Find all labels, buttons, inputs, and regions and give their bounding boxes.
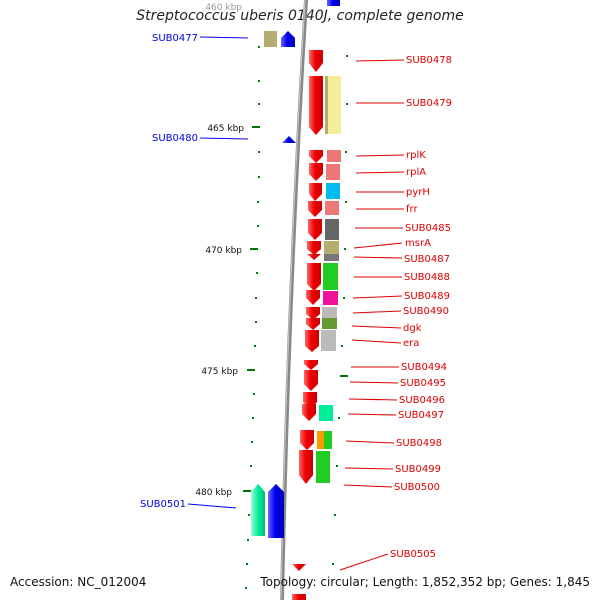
- label-sub0494[interactable]: SUB0494: [401, 362, 447, 373]
- gene-arrow-sub0489[interactable]: [306, 290, 320, 305]
- gene-arrow-rplk[interactable]: [309, 150, 323, 163]
- label-sub0497[interactable]: SUB0497: [398, 410, 444, 421]
- forward-genes: [292, 50, 323, 600]
- label-sub0495[interactable]: SUB0495: [400, 378, 446, 389]
- label-dgk[interactable]: dgk: [403, 323, 422, 334]
- label-sub0498[interactable]: SUB0498: [396, 438, 442, 449]
- gene-arrow-dgk[interactable]: [306, 318, 320, 330]
- label-sub0487[interactable]: SUB0487: [404, 254, 450, 265]
- scale-label-470: 470 kbp: [205, 246, 242, 256]
- label-sub0489[interactable]: SUB0489: [404, 291, 450, 302]
- gene-arrow-pyrh[interactable]: [309, 183, 322, 201]
- forward-labels: SUB0478 SUB0479 rplK rplA pyrH frr SUB04…: [390, 55, 452, 560]
- label-sub0501[interactable]: SUB0501: [140, 499, 186, 510]
- scale-labels: 460 kbp 465 kbp 470 kbp 475 kbp 480 kbp: [195, 3, 244, 498]
- label-sub0496[interactable]: SUB0496: [399, 395, 445, 406]
- label-sub0478[interactable]: SUB0478: [406, 55, 452, 66]
- scale-label-475: 475 kbp: [201, 367, 238, 377]
- gene-arrow-frr[interactable]: [308, 201, 322, 217]
- tick-marks: [243, 46, 348, 589]
- gene-arrow-sub0480[interactable]: [282, 136, 296, 143]
- genome-backbone: [280, 0, 308, 600]
- gene-arrow-era[interactable]: [305, 330, 319, 352]
- gene-arrow-sub0505[interactable]: [292, 564, 306, 571]
- label-pyrh[interactable]: pyrH: [406, 187, 430, 198]
- gene-arrow-sub0479[interactable]: [309, 76, 323, 135]
- category-boxes: [316, 76, 341, 483]
- label-sub0488[interactable]: SUB0488: [404, 272, 450, 283]
- label-sub0477[interactable]: SUB0477: [152, 33, 198, 44]
- scale-label-480: 480 kbp: [195, 488, 232, 498]
- label-frr[interactable]: frr: [406, 204, 418, 215]
- gene-arrow-sub0495[interactable]: [304, 370, 318, 391]
- reverse-genes: [251, 0, 340, 538]
- accession-text: Accession: NC_012004: [10, 575, 147, 589]
- gene-arrow-sub0490[interactable]: [306, 307, 320, 320]
- scale-label-465: 465 kbp: [207, 124, 244, 134]
- gene-arrow-rpla[interactable]: [309, 163, 323, 181]
- gene-arrow-sub0478[interactable]: [309, 50, 323, 72]
- gene-arrow-sub0488[interactable]: [307, 263, 321, 291]
- gene-arrow-sub0477[interactable]: [281, 31, 295, 47]
- leader-lines: [187, 36, 405, 571]
- label-sub0505[interactable]: SUB0505: [390, 549, 436, 560]
- label-rplk[interactable]: rplK: [406, 150, 426, 161]
- gene-arrow-sub0501[interactable]: [268, 484, 284, 538]
- gene-arrow-partial: [292, 594, 306, 600]
- label-era[interactable]: era: [403, 338, 419, 349]
- gene-arrow-sub0487[interactable]: [307, 254, 321, 260]
- gene-arrow-sub0498[interactable]: [300, 430, 314, 450]
- label-sub0500[interactable]: SUB0500: [394, 482, 440, 493]
- gene-arrow-sub0494[interactable]: [304, 360, 318, 370]
- label-rpla[interactable]: rplA: [406, 167, 426, 178]
- label-sub0485[interactable]: SUB0485: [405, 223, 451, 234]
- gene-arrow-sub0499[interactable]: [299, 450, 313, 484]
- reverse-labels: SUB0477 SUB0480 SUB0501: [140, 33, 198, 510]
- gene-arrow-sub0485[interactable]: [308, 219, 322, 240]
- scale-label-460: 460 kbp: [205, 3, 242, 13]
- label-sub0480[interactable]: SUB0480: [152, 133, 198, 144]
- gene-arrow-msra[interactable]: [307, 241, 321, 255]
- label-sub0490[interactable]: SUB0490: [403, 306, 449, 317]
- label-sub0499[interactable]: SUB0499: [395, 464, 441, 475]
- gene-box-sub0501-teal[interactable]: [251, 484, 265, 536]
- label-msra[interactable]: msrA: [405, 238, 431, 249]
- label-sub0479[interactable]: SUB0479: [406, 98, 452, 109]
- gene-arrow-sub0497[interactable]: [302, 404, 316, 421]
- topology-text: Topology: circular; Length: 1,852,352 bp…: [260, 575, 590, 589]
- map-title: Streptococcus uberis 0140J, complete gen…: [136, 8, 464, 24]
